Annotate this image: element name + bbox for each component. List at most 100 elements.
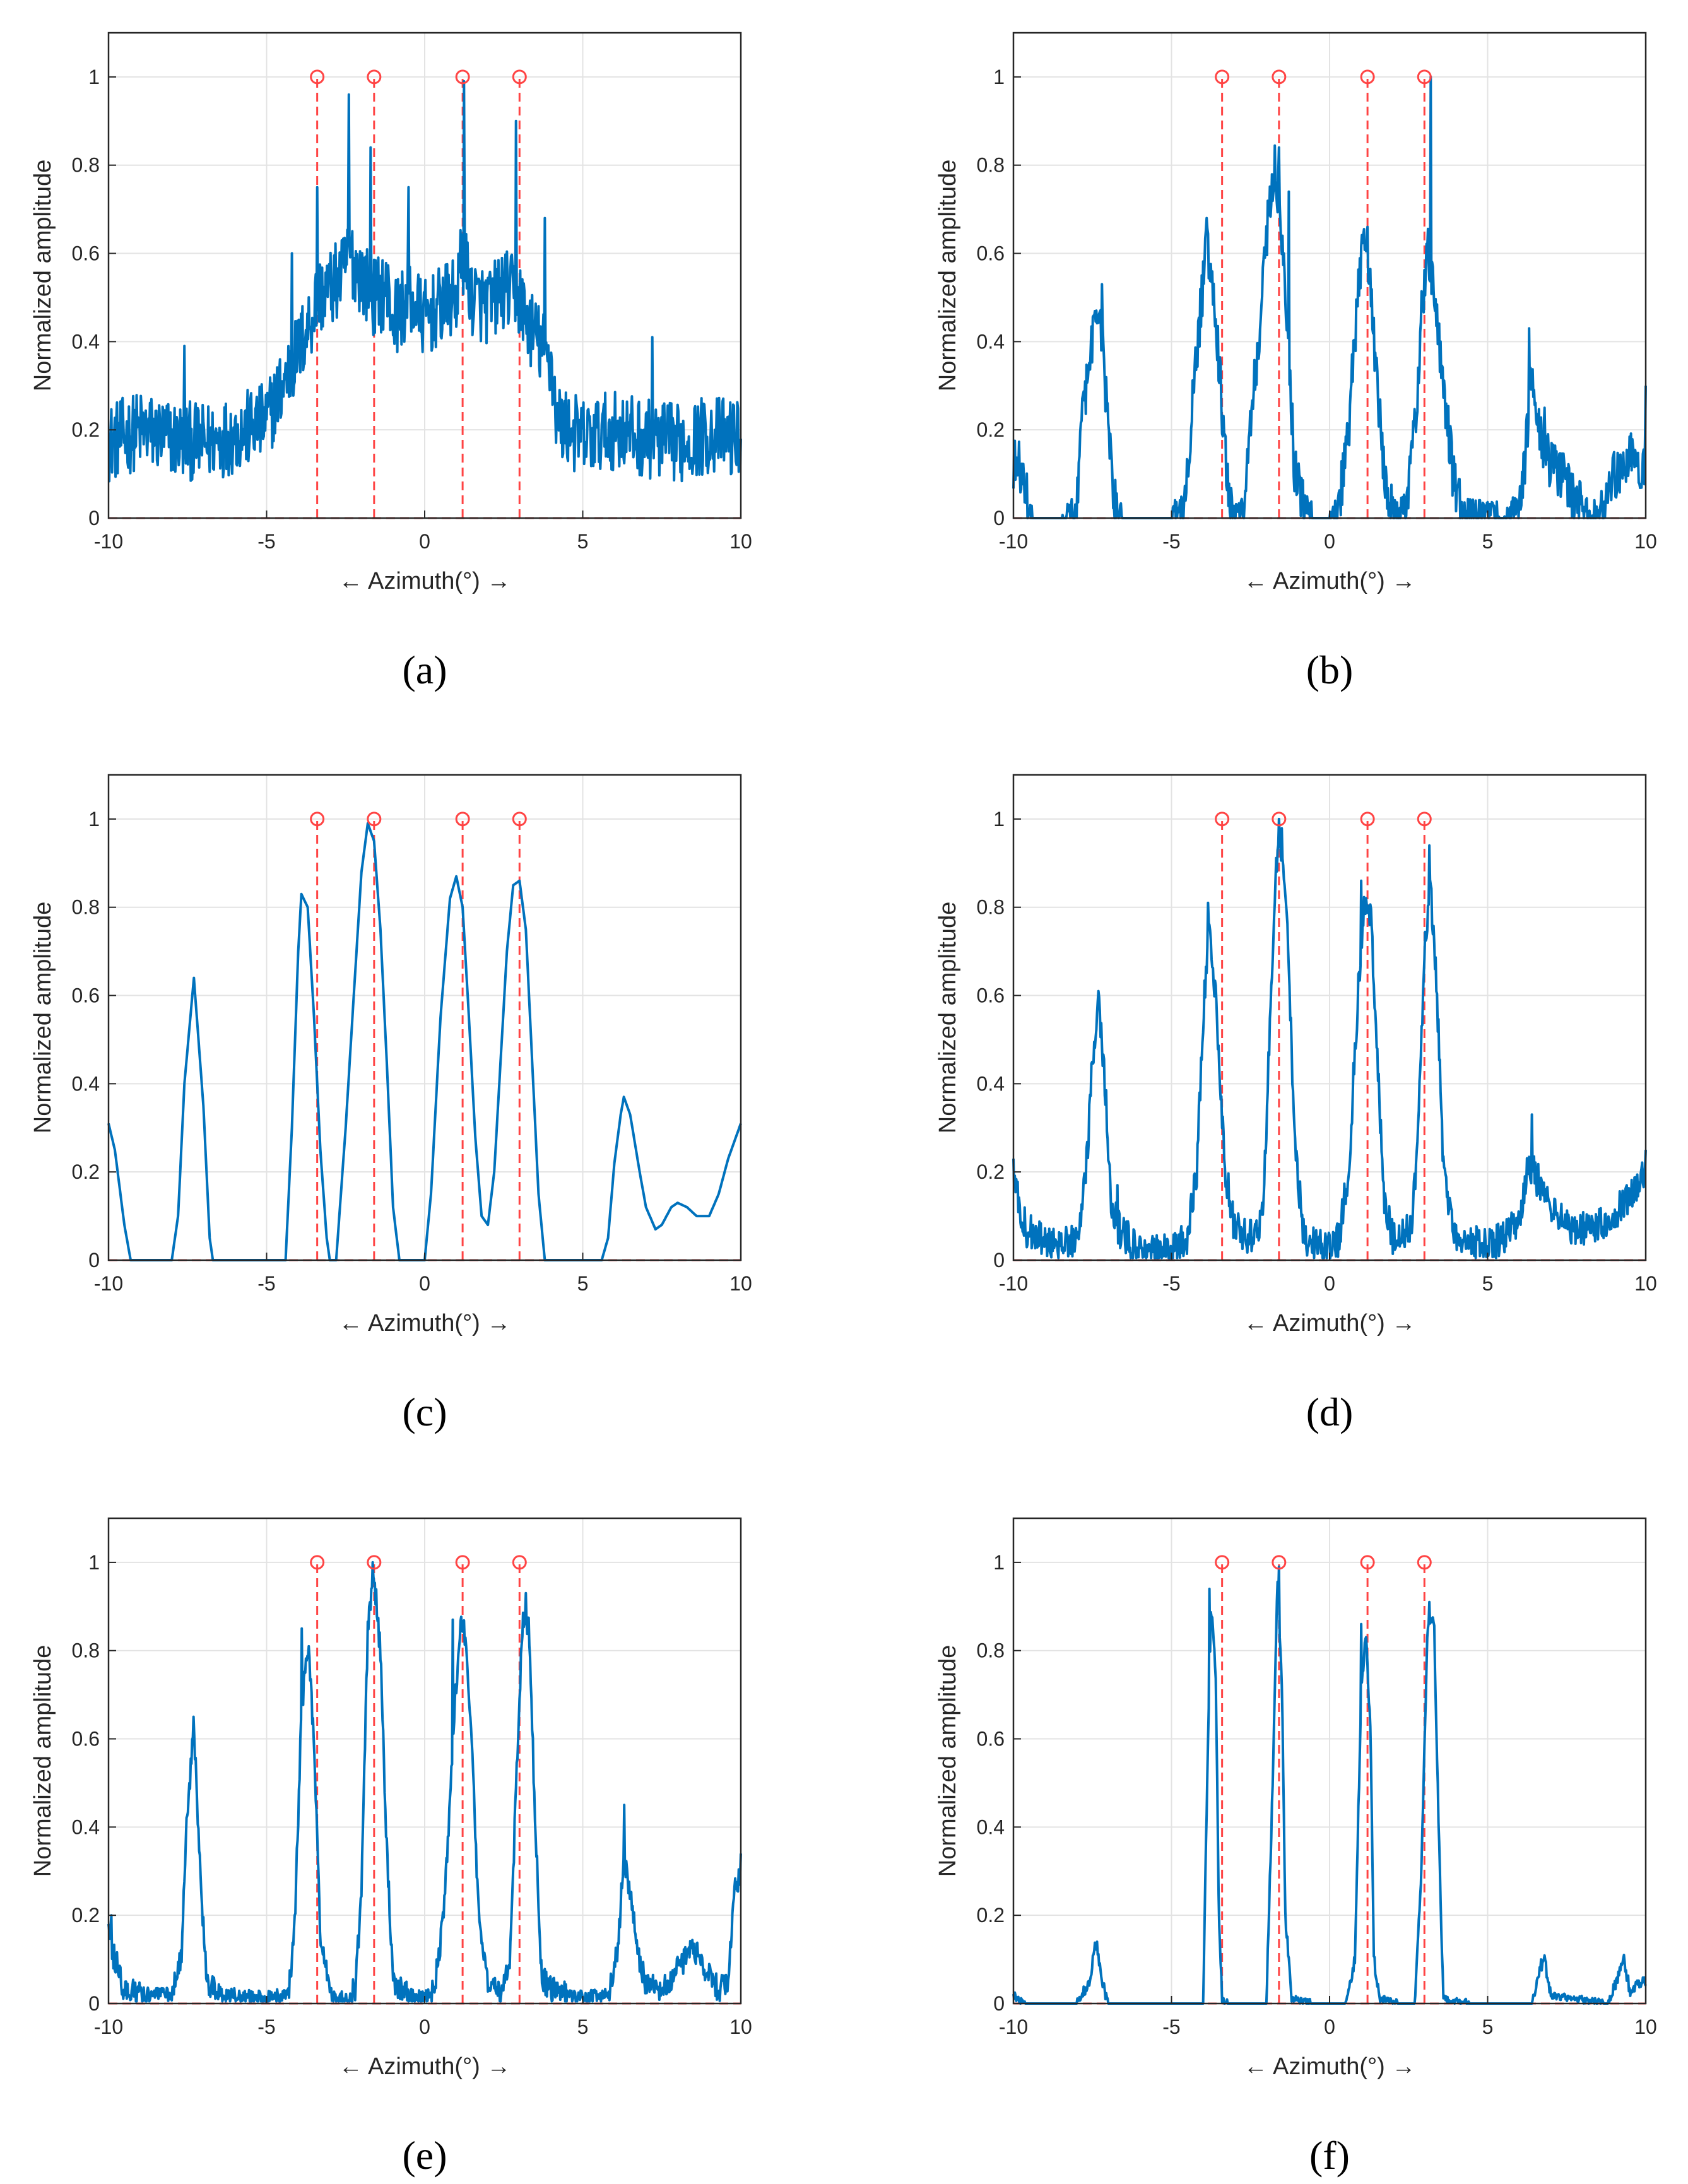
truth-marker bbox=[1360, 812, 1375, 827]
x-tick-label: -10 bbox=[999, 1272, 1028, 1295]
panel-a: -10 -5 0 5 10 0 0.2 0.4 0.6 0.8 1 ← Azimuth(°) → Nor… bbox=[30, 32, 752, 692]
x-tick-label: -10 bbox=[999, 2016, 1028, 2038]
y-tick-label: 1 bbox=[88, 1551, 100, 1574]
y-tick-label: 0.8 bbox=[977, 1639, 1005, 1662]
y-tick-label: 1 bbox=[993, 66, 1005, 88]
truth-marker bbox=[310, 69, 325, 85]
y-tick-label: 0.2 bbox=[977, 1904, 1005, 1927]
y-tick-label: 0 bbox=[88, 1249, 100, 1272]
y-tick-label: 0.6 bbox=[977, 242, 1005, 265]
panel-caption: (a) bbox=[402, 647, 447, 692]
y-tick-label: 0.6 bbox=[72, 242, 100, 265]
truth-marker bbox=[1215, 69, 1230, 85]
x-tick-label: -10 bbox=[999, 530, 1028, 553]
x-tick-label: -10 bbox=[94, 1272, 123, 1295]
truth-marker bbox=[1272, 69, 1287, 85]
x-tick-label: 0 bbox=[419, 530, 430, 553]
x-tick-label: 0 bbox=[1324, 2016, 1335, 2038]
y-tick-label: 0.8 bbox=[977, 896, 1005, 919]
y-tick-label: 0 bbox=[88, 1992, 100, 2015]
y-tick-label: 0.4 bbox=[977, 1815, 1005, 1838]
y-tick-label: 0.4 bbox=[72, 1072, 100, 1095]
y-tick-label: 0.2 bbox=[977, 1160, 1005, 1183]
y-tick-label: 0.2 bbox=[977, 418, 1005, 441]
y-tick-label: 0.8 bbox=[72, 896, 100, 919]
y-tick-label: 1 bbox=[88, 66, 100, 88]
x-tick-label: -10 bbox=[94, 530, 123, 553]
truth-marker bbox=[1417, 1555, 1432, 1570]
y-tick-label: 1 bbox=[993, 808, 1005, 830]
x-tick-label: 5 bbox=[577, 530, 589, 553]
y-tick-label: 0.2 bbox=[72, 418, 100, 441]
y-tick-label: 0.4 bbox=[72, 330, 100, 353]
x-tick-label: -5 bbox=[1162, 530, 1180, 553]
truth-marker bbox=[1272, 812, 1287, 827]
truth-marker bbox=[1360, 1555, 1375, 1570]
x-tick-label: -5 bbox=[1162, 2016, 1180, 2038]
y-tick-label: 0.2 bbox=[72, 1160, 100, 1183]
y-axis-label: Normalized amplitude bbox=[935, 160, 961, 392]
y-axis-label: Normalized amplitude bbox=[935, 1645, 961, 1877]
x-tick-label: 5 bbox=[577, 2016, 589, 2038]
series-line-estimate bbox=[107, 1561, 742, 2003]
series-line-estimate bbox=[1012, 817, 1647, 1260]
truth-marker bbox=[367, 1555, 382, 1570]
x-tick-label: 5 bbox=[1482, 530, 1494, 553]
truth-marker bbox=[1215, 1555, 1230, 1570]
panel-c: -10 -5 0 5 10 0 0.2 0.4 0.6 0.8 1 ← Azimuth(°) → Nor… bbox=[30, 774, 752, 1434]
y-tick-label: 0.8 bbox=[977, 154, 1005, 177]
truth-marker bbox=[455, 1555, 470, 1570]
y-tick-label: 0 bbox=[993, 1992, 1005, 2015]
x-axis-label: ← Azimuth(°) → bbox=[1244, 568, 1416, 594]
x-tick-label: -5 bbox=[257, 1272, 275, 1295]
x-tick-label: 10 bbox=[1634, 2016, 1657, 2038]
x-tick-label: 5 bbox=[577, 1272, 589, 1295]
truth-marker bbox=[310, 812, 325, 827]
y-tick-label: 0.8 bbox=[72, 154, 100, 177]
x-axis-label: ← Azimuth(°) → bbox=[1244, 2053, 1416, 2080]
panel-e: -10 -5 0 5 10 0 0.2 0.4 0.6 0.8 1 ← Azimuth(°) → Nor… bbox=[30, 1517, 752, 2178]
x-tick-label: 0 bbox=[419, 1272, 430, 1295]
panel-caption: (d) bbox=[1306, 1390, 1354, 1434]
truth-marker bbox=[512, 812, 527, 827]
series-line-estimate bbox=[108, 80, 742, 483]
truth-marker bbox=[455, 69, 470, 85]
y-tick-label: 0.2 bbox=[72, 1904, 100, 1927]
x-tick-label: 10 bbox=[1634, 1272, 1657, 1295]
x-tick-label: 10 bbox=[729, 530, 752, 553]
y-tick-label: 0.6 bbox=[72, 984, 100, 1007]
x-tick-label: -10 bbox=[94, 2016, 123, 2038]
x-axis-label: ← Azimuth(°) → bbox=[339, 568, 511, 594]
x-tick-label: 0 bbox=[1324, 1272, 1335, 1295]
y-tick-label: 0 bbox=[993, 1249, 1005, 1272]
panel-caption: (f) bbox=[1309, 2133, 1350, 2178]
x-axis-label: ← Azimuth(°) → bbox=[1244, 1310, 1416, 1337]
truth-marker bbox=[512, 69, 527, 85]
truth-marker bbox=[367, 69, 382, 85]
panel-caption: (c) bbox=[402, 1390, 447, 1434]
truth-marker bbox=[1417, 812, 1432, 827]
y-axis-label: Normalized amplitude bbox=[30, 1645, 56, 1877]
y-tick-label: 0.4 bbox=[977, 1072, 1005, 1095]
y-axis-label: Normalized amplitude bbox=[30, 902, 56, 1134]
x-axis-label: ← Azimuth(°) → bbox=[339, 2053, 511, 2080]
y-tick-label: 0.8 bbox=[72, 1639, 100, 1662]
x-tick-label: 10 bbox=[1634, 530, 1657, 553]
panel-caption: (b) bbox=[1306, 647, 1354, 692]
panel-b: -10 -5 0 5 10 0 0.2 0.4 0.6 0.8 1 ← Azimuth(°) → Nor… bbox=[935, 32, 1657, 692]
y-tick-label: 0 bbox=[993, 507, 1005, 529]
x-tick-label: -5 bbox=[257, 2016, 275, 2038]
y-tick-label: 0.4 bbox=[977, 330, 1005, 353]
y-axis-label: Normalized amplitude bbox=[935, 902, 961, 1134]
truth-marker bbox=[512, 1555, 527, 1570]
y-tick-label: 1 bbox=[88, 808, 100, 830]
truth-marker bbox=[310, 1555, 325, 1570]
panel-caption: (e) bbox=[402, 2133, 447, 2178]
panel-f: -10 -5 0 5 10 0 0.2 0.4 0.6 0.8 1 ← Azimuth(°) → Nor… bbox=[935, 1517, 1657, 2178]
y-tick-label: 0.4 bbox=[72, 1815, 100, 1838]
y-tick-label: 0 bbox=[88, 507, 100, 529]
truth-marker bbox=[1360, 69, 1375, 85]
x-tick-label: 5 bbox=[1482, 2016, 1494, 2038]
panel-d: -10 -5 0 5 10 0 0.2 0.4 0.6 0.8 1 ← Azimuth(°) → Nor… bbox=[935, 774, 1657, 1434]
